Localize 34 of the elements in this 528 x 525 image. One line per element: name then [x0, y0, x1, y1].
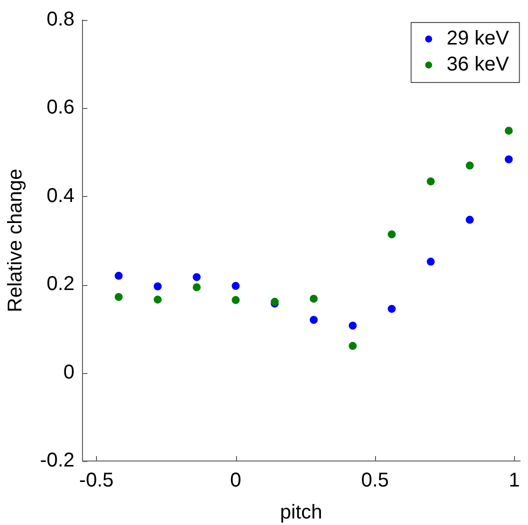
point	[232, 282, 240, 290]
point	[466, 216, 474, 224]
legend-label: 29 keV	[446, 28, 510, 50]
point	[232, 296, 240, 304]
point	[192, 273, 201, 282]
point	[426, 258, 435, 266]
point	[310, 316, 318, 324]
x-tick-label: 0.5	[361, 470, 389, 492]
x-tick-label: 0	[230, 470, 242, 492]
point	[114, 292, 123, 301]
legend-label: 36 keV	[446, 54, 510, 76]
y-tick-label: 0.8	[46, 8, 74, 31]
y-tick-label: 0.4	[46, 184, 74, 207]
y-tick-label: -0.2	[40, 450, 74, 472]
point	[192, 283, 201, 292]
y-tick-label: 0	[63, 361, 74, 384]
y-axis-title: Relative change	[4, 168, 27, 312]
point	[466, 162, 474, 170]
point	[114, 272, 123, 280]
point	[348, 342, 357, 350]
x-axis-title: pitch	[280, 502, 322, 524]
point	[348, 322, 357, 330]
point	[388, 230, 396, 238]
y-tick-label: 0.6	[46, 96, 74, 119]
point	[504, 155, 513, 164]
point	[504, 126, 513, 135]
x-tick-label: -0.5	[79, 470, 114, 492]
point	[426, 177, 435, 186]
y-tick-label: 0.2	[46, 273, 74, 296]
point	[154, 282, 162, 290]
point	[154, 296, 162, 304]
point	[388, 304, 396, 313]
x-tick-label: 1	[508, 470, 520, 492]
point	[310, 294, 318, 303]
